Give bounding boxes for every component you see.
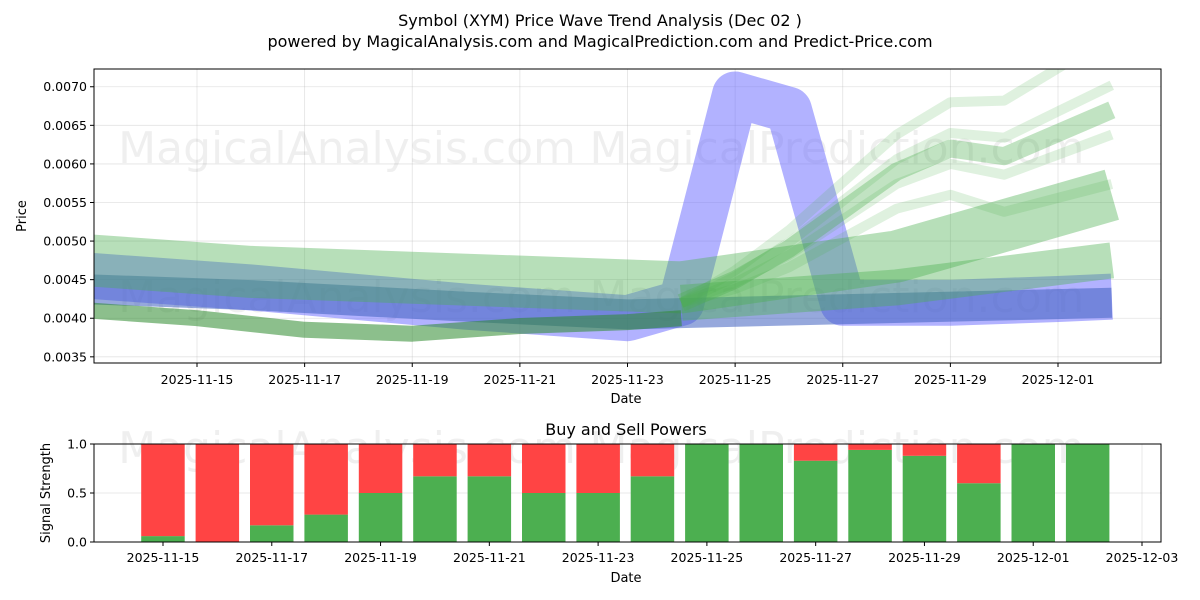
forecast-fan-line [679, 129, 1114, 308]
price-series-line [680, 242, 1115, 321]
buy-bar [358, 493, 403, 542]
sell-bar [250, 444, 294, 526]
buy-bar [304, 514, 348, 542]
signal-x-tick-label: 2025-11-27 [779, 550, 852, 565]
signal-y-ticks: 0.0 0.5 1.0 [67, 437, 94, 550]
price-x-tick-label: 2025-12-01 [1022, 372, 1095, 387]
sell-bar [793, 444, 838, 461]
buy-bar [848, 449, 892, 542]
forecast-fan-line [679, 80, 1114, 308]
price-y-tick-label: 0.0055 [43, 195, 87, 210]
signal-x-tick-label: 2025-11-19 [344, 550, 417, 565]
buy-bar [685, 444, 729, 542]
price-x-tick-label: 2025-11-17 [268, 372, 341, 387]
price-y-tick-label: 0.0045 [43, 272, 87, 287]
sell-bar [630, 444, 675, 477]
sell-bar [957, 444, 1001, 484]
price-x-tick-label: 2025-11-27 [806, 372, 879, 387]
signal-x-tick-label: 2025-11-23 [562, 550, 635, 565]
forecast-fan-line [680, 179, 1114, 308]
price-y-tick-label: 0.0060 [43, 156, 87, 171]
price-x-tick-label: 2025-11-23 [591, 372, 664, 387]
sell-bar [522, 444, 566, 493]
buy-bar [957, 483, 1001, 542]
signal-x-ticks: 2025-11-15 2025-11-17 2025-11-19 2025-11-21… [127, 542, 1179, 565]
signal-y-tick-label: 1.0 [67, 437, 87, 452]
sell-bar [576, 444, 620, 493]
sell-bar [195, 444, 240, 542]
buy-bar [141, 536, 185, 542]
price-chart-series [94, 69, 1119, 342]
buy-bar [522, 493, 566, 542]
sell-bar [902, 444, 947, 456]
price-y-tick-label: 0.0050 [43, 234, 87, 249]
buy-bar [793, 460, 838, 542]
price-x-tick-label: 2025-11-29 [914, 372, 987, 387]
signal-chart-title: Buy and Sell Powers [545, 420, 707, 439]
signal-x-tick-label: 2025-11-25 [671, 550, 744, 565]
price-x-tick-label: 2025-11-21 [484, 372, 557, 387]
signal-x-tick-label: 2025-11-15 [127, 550, 200, 565]
signal-x-tick-label: 2025-12-03 [1106, 550, 1179, 565]
signal-x-label: Date [610, 571, 641, 586]
signal-y-label: Signal Strength [39, 443, 54, 543]
chart-title: Symbol (XYM) Price Wave Trend Analysis (… [398, 11, 802, 30]
buy-bar [576, 493, 620, 542]
buy-bar [413, 476, 457, 542]
buy-bar [467, 476, 512, 542]
sell-bar [141, 444, 185, 537]
buy-bar [902, 455, 947, 542]
forecast-fan-line [678, 69, 1067, 308]
price-series-line [677, 101, 1116, 312]
price-x-tick-label: 2025-11-25 [699, 372, 772, 387]
buy-bar [250, 525, 294, 542]
watermark-prediction: MagicalPrediction.com [590, 123, 1085, 174]
signal-chart: Buy and Sell Powers MagicalAnalysis.com … [39, 420, 1178, 586]
signal-x-tick-label: 2025-11-17 [235, 550, 308, 565]
signal-y-tick-label: 0.0 [67, 535, 87, 550]
sell-bar [358, 444, 403, 493]
signal-y-tick-label: 0.5 [67, 486, 87, 501]
buy-bar [630, 476, 675, 542]
sell-bar [304, 444, 348, 515]
price-x-label: Date [610, 392, 641, 407]
price-x-tick-label: 2025-11-19 [376, 372, 449, 387]
buy-bar [739, 444, 783, 542]
signal-x-tick-label: 2025-11-21 [453, 550, 526, 565]
price-y-tick-label: 0.0070 [43, 79, 87, 94]
sell-bar [848, 444, 892, 450]
signal-x-tick-label: 2025-12-01 [997, 550, 1070, 565]
chart-subtitle: powered by MagicalAnalysis.com and Magic… [267, 32, 932, 51]
price-y-ticks: 0.0035 0.0040 0.0045 0.0050 0.0055 0.0060 0.00… [43, 79, 94, 364]
buy-bar [1011, 444, 1055, 542]
price-y-tick-label: 0.0065 [43, 118, 87, 133]
price-series-line [94, 302, 682, 342]
sell-bar [413, 444, 457, 477]
price-y-tick-label: 0.0040 [43, 311, 87, 326]
price-series-line [94, 274, 1113, 330]
price-y-label: Price [15, 200, 30, 232]
price-x-ticks: 2025-11-15 2025-11-17 2025-11-19 2025-11-21… [161, 363, 1095, 387]
price-y-tick-label: 0.0035 [43, 349, 87, 364]
price-series-line [94, 169, 1119, 314]
watermark-analysis: MagicalAnalysis.com [118, 123, 576, 174]
signal-x-tick-label: 2025-11-29 [888, 550, 961, 565]
sell-bar [467, 444, 512, 477]
price-x-tick-label: 2025-11-15 [161, 372, 234, 387]
price-chart: MagicalAnalysis.com MagicalPrediction.co… [15, 68, 1162, 407]
signal-bars [141, 444, 1110, 542]
buy-bar [1065, 444, 1110, 542]
